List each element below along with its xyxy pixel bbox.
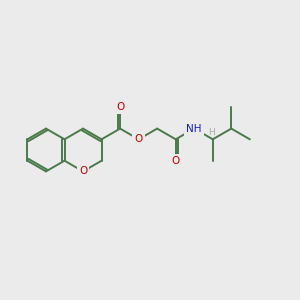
Text: O: O (116, 102, 124, 112)
Text: H: H (208, 128, 215, 137)
Text: O: O (172, 156, 180, 166)
Text: O: O (134, 134, 143, 144)
Text: O: O (79, 167, 87, 176)
Text: NH: NH (187, 124, 202, 134)
